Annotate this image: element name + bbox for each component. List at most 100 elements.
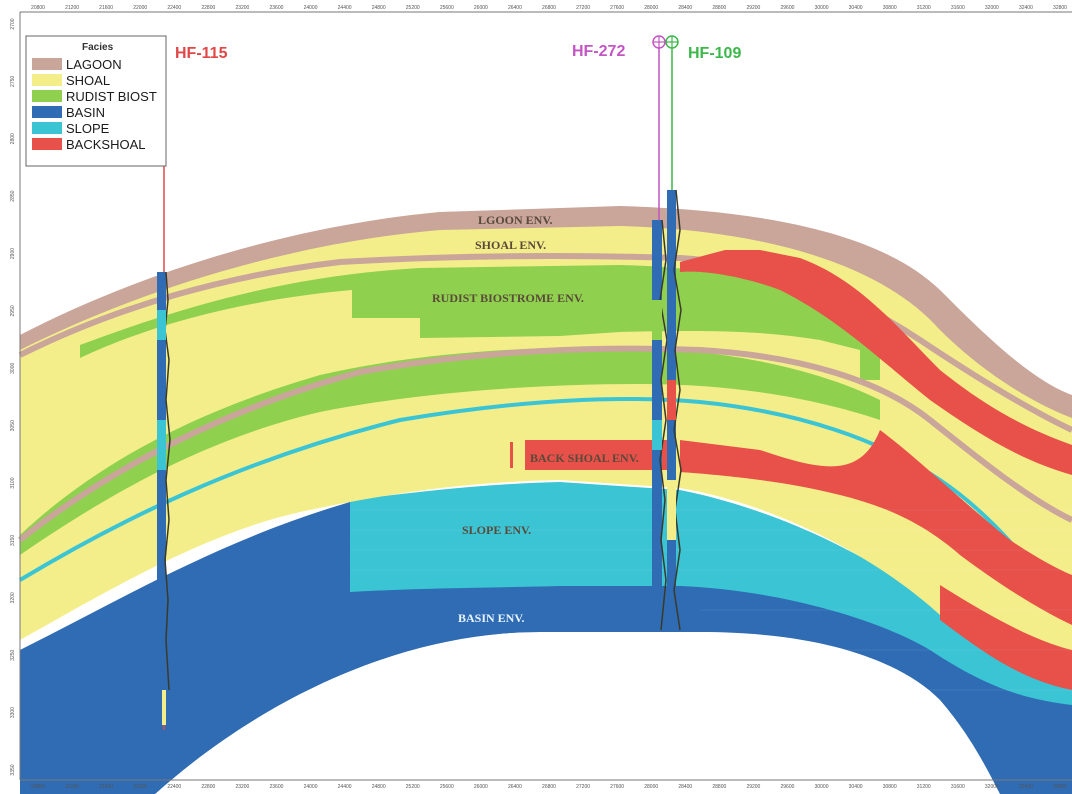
axis-tick-label: 2750: [10, 76, 16, 87]
axis-tick-label: 23200: [235, 5, 249, 11]
well-hf-272: [652, 35, 668, 631]
axis-tick-label: 2900: [10, 248, 16, 259]
axis-tick-label: 25200: [406, 784, 420, 790]
legend-label: SLOPE: [66, 121, 110, 136]
axis-tick-label: 31200: [917, 784, 931, 790]
axis-tick-label: 29200: [746, 5, 760, 11]
axis-tick-label: 3100: [10, 477, 16, 488]
axis-tick-label: 28400: [678, 5, 692, 11]
legend-label: SHOAL: [66, 73, 110, 88]
axis-tick-label: 29600: [781, 5, 795, 11]
axis-tick-label: 29200: [746, 784, 760, 790]
section-plot: LGOON ENV. SHOAL ENV. RUDIST BIOSTROME E…: [18, 35, 1072, 794]
axis-tick-label: 22800: [201, 784, 215, 790]
axis-tick-label: 21200: [65, 784, 79, 790]
slope-layer: [350, 482, 1072, 705]
axis-tick-label: 27600: [610, 784, 624, 790]
axis-tick-label: 32800: [1053, 784, 1067, 790]
backshoal-pocket: [525, 440, 675, 470]
axis-tick-label: 27200: [576, 5, 590, 11]
axis-tick-label: 28000: [644, 784, 658, 790]
axis-tick-label: 3000: [10, 363, 16, 374]
axis-tick-label: 24000: [304, 784, 318, 790]
axis-tick-label: 2850: [10, 190, 16, 201]
axis-tick-label: 21600: [99, 5, 113, 11]
axis-tick-label: 22800: [201, 5, 215, 11]
well-label-hf-109: HF-109: [688, 45, 741, 62]
axis-tick-label: 3300: [10, 707, 16, 718]
legend-swatch: [32, 122, 62, 134]
lagoon-band-middle: [18, 345, 1072, 543]
axis-tick-label: 22000: [133, 784, 147, 790]
axis-tick-label: 2800: [10, 133, 16, 144]
backshoal-lower: [680, 430, 1072, 625]
rudist-band-upper: [80, 265, 880, 380]
axis-tick-label: 30400: [849, 784, 863, 790]
label-shoal-env: SHOAL ENV.: [475, 238, 546, 252]
axis-tick-label: 23600: [270, 784, 284, 790]
axis-tick-label: 32800: [1053, 5, 1067, 11]
axis-tick-label: 26000: [474, 5, 488, 11]
axis-tick-label: 24000: [304, 5, 318, 11]
left-axis: 2700 2750 2800 2850 2900 2950 3000 3050 3100 3150…: [10, 18, 16, 775]
axis-tick-label: 3200: [10, 592, 16, 603]
axis-tick-label: 24800: [372, 784, 386, 790]
axis-tick-label: 22400: [167, 5, 181, 11]
axis-tick-label: 31200: [917, 5, 931, 11]
axis-tick-label: 25600: [440, 784, 454, 790]
legend-swatch: [32, 106, 62, 118]
basin-upper-wedge: [20, 502, 560, 794]
label-basin-env: BASIN ENV.: [458, 611, 524, 625]
axis-tick-label: 2950: [10, 305, 16, 316]
label-backshoal-env: BACK SHOAL ENV.: [530, 451, 639, 465]
axis-tick-label: 28800: [712, 5, 726, 11]
lagoon-band-upper: [18, 253, 1072, 433]
axis-tick-label: 26000: [474, 784, 488, 790]
axis-tick-label: 30000: [815, 5, 829, 11]
axis-tick-label: 27600: [610, 5, 624, 11]
legend-swatch: [32, 74, 62, 86]
axis-tick-label: 28800: [712, 784, 726, 790]
axis-tick-label: 32400: [1019, 5, 1033, 11]
legend-title: Facies: [82, 42, 114, 53]
label-lagoon-env: LGOON ENV.: [478, 213, 552, 227]
axis-tick-label: 29600: [781, 784, 795, 790]
axis-tick-label: 2700: [10, 18, 16, 29]
well-label-hf-272: HF-272: [572, 43, 625, 60]
top-axis: 20800 21200 21600 22000 22400 22800 23200 23600…: [31, 5, 1067, 11]
axis-tick-label: 26400: [508, 5, 522, 11]
axis-tick-label: 24400: [338, 5, 352, 11]
axis-tick-label: 24400: [338, 784, 352, 790]
axis-tick-label: 31600: [951, 784, 965, 790]
axis-tick-label: 3150: [10, 535, 16, 546]
rudist-band-lower: [20, 347, 880, 555]
well-label-hf-115: HF-115: [175, 45, 228, 62]
axis-tick-label: 25600: [440, 5, 454, 11]
axis-tick-label: 22000: [133, 5, 147, 11]
axis-tick-label: 23200: [235, 784, 249, 790]
axis-tick-label: 20800: [31, 5, 45, 11]
legend-swatch: [32, 90, 62, 102]
axis-tick-label: 32000: [985, 5, 999, 11]
axis-tick-label: 31600: [951, 5, 965, 11]
axis-tick-label: 26800: [542, 784, 556, 790]
axis-tick-label: 20800: [31, 784, 45, 790]
axis-tick-label: 22400: [167, 784, 181, 790]
backshoal-deep: [940, 585, 1072, 690]
well-hf-109: [665, 35, 682, 631]
axis-tick-label: 3250: [10, 649, 16, 660]
axis-tick-label: 23600: [270, 5, 284, 11]
well-hf-115: [157, 60, 171, 730]
axis-tick-label: 26800: [542, 5, 556, 11]
axis-tick-label: 21600: [99, 784, 113, 790]
model-base-void: [155, 632, 1000, 794]
backshoal-upper: [680, 250, 1072, 475]
backshoal-marker: [510, 442, 513, 468]
label-slope-env: SLOPE ENV.: [462, 523, 531, 537]
legend-swatch: [32, 58, 62, 70]
axis-tick-label: 32400: [1019, 784, 1033, 790]
axis-tick-label: 30000: [815, 784, 829, 790]
axis-tick-label: 28000: [644, 5, 658, 11]
axis-tick-label: 24800: [372, 5, 386, 11]
